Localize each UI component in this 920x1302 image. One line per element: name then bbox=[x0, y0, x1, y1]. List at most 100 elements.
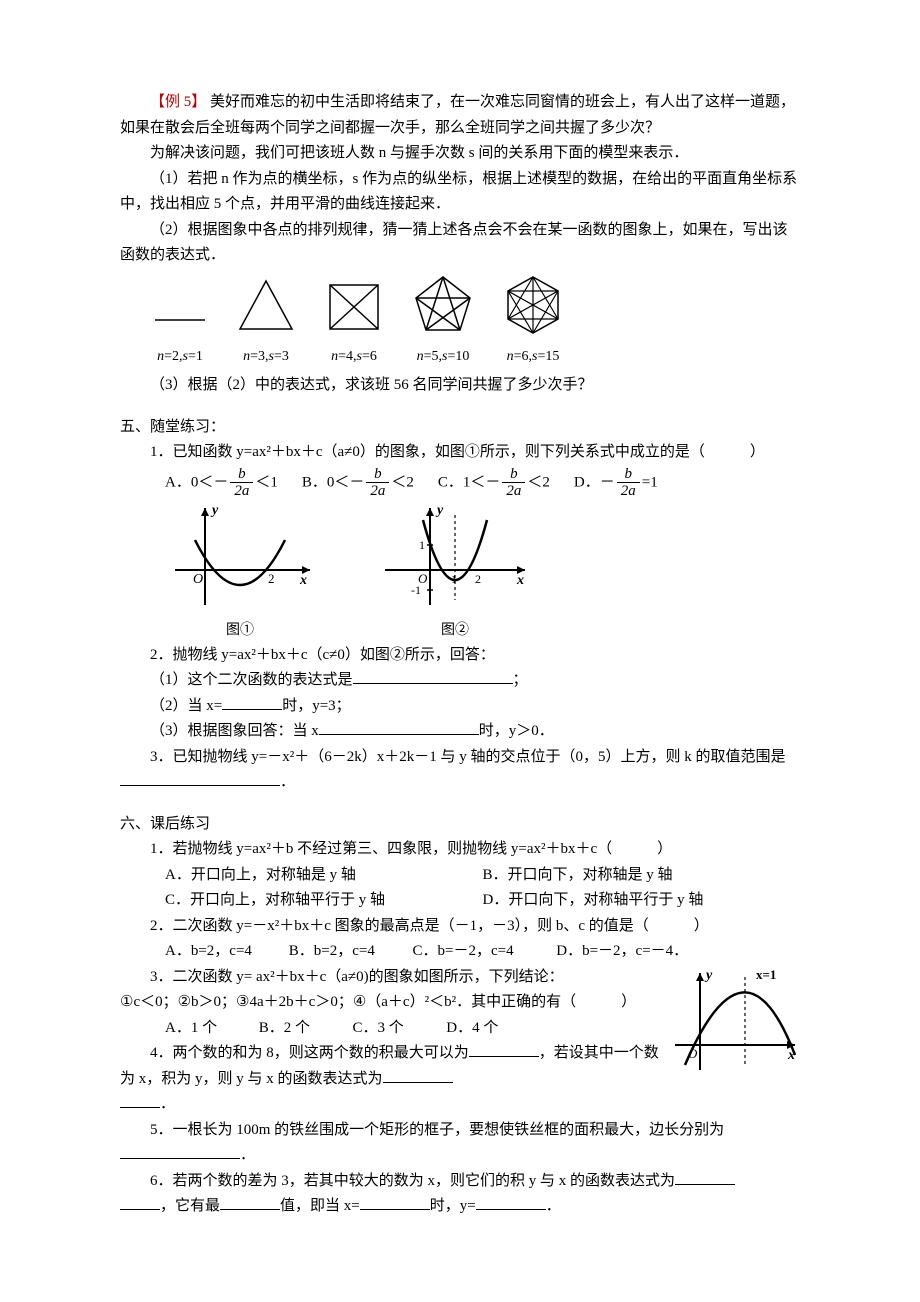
s6q1-C: C．开口向上，对称轴平行于 y 轴 bbox=[165, 888, 483, 914]
svg-text:x: x bbox=[787, 1048, 795, 1063]
blank bbox=[220, 1194, 280, 1210]
section5-title: 五、随堂练习： bbox=[120, 415, 800, 441]
s6q4-pre: 4．两个数的和为 8，则这两个数的积最大可以为 bbox=[150, 1045, 469, 1061]
n3-n: 3 bbox=[258, 349, 265, 364]
s6-q3-graph: O x y x=1 bbox=[670, 965, 800, 1085]
s6q6-mid1: ，它有最 bbox=[160, 1198, 220, 1214]
s6q2-D: D．b=－2，c=－4． bbox=[556, 939, 688, 965]
handshake-n6: n=6,s=15 bbox=[500, 273, 566, 370]
s5q2-2-pre: （2）当 x= bbox=[150, 698, 222, 714]
graph2-icon: O 1 2 1 -1 x y bbox=[375, 500, 535, 610]
blank bbox=[360, 1194, 430, 1210]
svg-text:O: O bbox=[193, 572, 203, 587]
s5-q2-2: （2）当 x= 时，y=3； bbox=[120, 694, 800, 720]
s6q6-post: ． bbox=[546, 1198, 561, 1214]
example5-label: 【例 5】 bbox=[150, 94, 206, 110]
s5q1B-pre: B．0＜－ bbox=[302, 474, 365, 490]
fracA-den: 2a bbox=[230, 483, 253, 500]
s5q2-1-pre: （1）这个二次函数的表达式是 bbox=[150, 672, 353, 688]
section5: 五、随堂练习： 1．已知函数 y=ax²＋bx＋c（a≠0）的图象，如图①所示，… bbox=[120, 415, 800, 796]
handshake-n3: n=3,s=3 bbox=[234, 275, 298, 370]
fracD-num: b bbox=[617, 466, 640, 484]
blank bbox=[675, 1169, 735, 1185]
s6q3-A: A．1 个 bbox=[165, 1016, 255, 1042]
example5-intro: 【例 5】 美好而难忘的初中生活即将结束了，在一次难忘同窗情的班会上，有人出了这… bbox=[120, 90, 800, 141]
s5-q1-B: B．0＜－b2a＜2 bbox=[302, 466, 414, 500]
s6q2-A: A．b=2，c=4 bbox=[165, 939, 285, 965]
s6q1-D: D．开口向下，对称轴平行于 y 轴 bbox=[483, 888, 801, 914]
s5q1C-pre: C．1＜－ bbox=[438, 474, 501, 490]
fracD-den: 2a bbox=[617, 483, 640, 500]
s6q5-post: ． bbox=[240, 1147, 255, 1163]
svg-text:2: 2 bbox=[268, 571, 275, 586]
blank bbox=[383, 1067, 453, 1083]
section6: 六、课后练习 1．若抛物线 y=ax²＋b 不经过第三、四象限，则抛物线 y=a… bbox=[120, 812, 800, 1220]
example5-q2: （2）根据图象中各点的排列规律，猜一猜上述各点会不会在某一函数的图象上，如果在，… bbox=[120, 218, 800, 269]
s5-q2-3: （3）根据图象回答：当 x时，y＞0． bbox=[120, 719, 800, 745]
s6-q5: 5．一根长为 100m 的铁丝围成一个矩形的框子，要想使铁丝框的面积最大，边长分… bbox=[120, 1118, 800, 1169]
s6q1-B: B．开口向下，对称轴是 y 轴 bbox=[483, 863, 801, 889]
s6-q2-stem: 2．二次函数 y=－x²＋bx＋c 图象的最高点是（－1，－3），则 b、c 的… bbox=[120, 914, 800, 940]
s6q4-post: ． bbox=[160, 1096, 175, 1112]
graph1-icon: O 2 x y bbox=[165, 500, 315, 610]
graph3-icon: O x y x=1 bbox=[670, 965, 800, 1075]
s5q3-pre: 3．已知抛物线 y=－x²＋（6－2k）x＋2k－1 与 y 轴的交点位于（0，… bbox=[150, 749, 785, 765]
svg-text:O: O bbox=[688, 1046, 698, 1061]
handshake-n2: n=2,s=1 bbox=[150, 275, 210, 370]
handshake-n6-icon bbox=[500, 273, 566, 335]
section6-title: 六、课后练习 bbox=[120, 812, 800, 838]
example5-q1: （1）若把 n 作为点的横坐标，s 作为点的纵坐标，根据上述模型的数据，在给出的… bbox=[120, 167, 800, 218]
s5q1A-post: ＜1 bbox=[255, 474, 278, 490]
s5-q1-A: A．0＜－b2a＜1 bbox=[165, 466, 278, 500]
blank bbox=[120, 1092, 160, 1108]
fracA-num: b bbox=[230, 466, 253, 484]
s6q6-mid3: 时，y= bbox=[430, 1198, 476, 1214]
n6-n: 6 bbox=[522, 349, 529, 364]
graph1-caption: 图① bbox=[165, 619, 315, 643]
s6-q1-choices: A．开口向上，对称轴是 y 轴 B．开口向下，对称轴是 y 轴 C．开口向上，对… bbox=[120, 863, 800, 914]
s6-q1-stem: 1．若抛物线 y=ax²＋b 不经过第三、四象限，则抛物线 y=ax²＋bx＋c… bbox=[120, 837, 800, 863]
blank bbox=[222, 694, 282, 710]
s5-q2-1: （1）这个二次函数的表达式是 ； bbox=[120, 668, 800, 694]
s6q2-B: B．b=2，c=4 bbox=[289, 939, 409, 965]
blank bbox=[469, 1041, 539, 1057]
s5-q1-C: C．1＜－b2a＜2 bbox=[438, 466, 550, 500]
example5-intro-text: 美好而难忘的初中生活即将结束了，在一次难忘同窗情的班会上，有人出了这样一道题，如… bbox=[120, 94, 795, 136]
n5-n: 5 bbox=[432, 349, 439, 364]
s6-q2-choices: A．b=2，c=4 B．b=2，c=4 C．b=－2，c=4 D．b=－2，c=… bbox=[120, 939, 800, 965]
fracC-den: 2a bbox=[502, 483, 525, 500]
n4-n: 4 bbox=[346, 349, 353, 364]
handshake-n5: n=5,s=10 bbox=[410, 273, 476, 370]
svg-text:x=1: x=1 bbox=[756, 967, 776, 982]
blank bbox=[476, 1194, 546, 1210]
blank bbox=[120, 1194, 160, 1210]
s6q6-pre: 6．若两个数的差为 3，若其中较大的数为 x，则它们的积 y 与 x 的函数表达… bbox=[150, 1173, 675, 1189]
handshake-n5-icon bbox=[410, 273, 476, 335]
svg-text:1: 1 bbox=[419, 538, 425, 552]
s5q2-2-post: 时，y=3； bbox=[282, 698, 350, 714]
svg-text:y: y bbox=[704, 968, 713, 983]
handshake-n3-icon bbox=[234, 275, 298, 335]
s5-graphs: O 2 x y 图① O 1 2 1 -1 x bbox=[165, 500, 800, 643]
s5-q1-stem: 1．已知函数 y=ax²＋bx＋c（a≠0）的图象，如图①所示，则下列关系式中成… bbox=[120, 440, 800, 466]
fracC-num: b bbox=[502, 466, 525, 484]
s5-q3: 3．已知抛物线 y=－x²＋（6－2k）x＋2k－1 与 y 轴的交点位于（0，… bbox=[120, 745, 800, 796]
n3-s: 3 bbox=[282, 349, 289, 364]
s5q1D-post: =1 bbox=[642, 474, 658, 490]
svg-text:y: y bbox=[210, 503, 219, 518]
svg-text:y: y bbox=[435, 503, 444, 518]
s5q2-1-tail: ； bbox=[513, 672, 528, 688]
s5q1B-post: ＜2 bbox=[391, 474, 414, 490]
s5q1C-post: ＜2 bbox=[527, 474, 550, 490]
s5q1D-pre: D．－ bbox=[574, 474, 615, 490]
handshake-n2-icon bbox=[150, 275, 210, 335]
svg-text:x: x bbox=[516, 573, 524, 588]
handshake-diagrams: n=2,s=1 n=3,s=3 n=4,s=6 n=5,s=10 bbox=[150, 273, 800, 370]
example5-model: 为解决该问题，我们可把该班人数 n 与握手次数 s 间的关系用下面的模型来表示． bbox=[120, 141, 800, 167]
s5q2-3-pre: （3）根据图象回答：当 x bbox=[150, 723, 319, 739]
svg-text:1: 1 bbox=[451, 572, 457, 586]
blank bbox=[120, 770, 280, 786]
svg-text:2: 2 bbox=[475, 572, 481, 586]
blank bbox=[319, 719, 479, 735]
s6q5-pre: 5．一根长为 100m 的铁丝围成一个矩形的框子，要想使铁丝框的面积最大，边长分… bbox=[150, 1122, 724, 1138]
